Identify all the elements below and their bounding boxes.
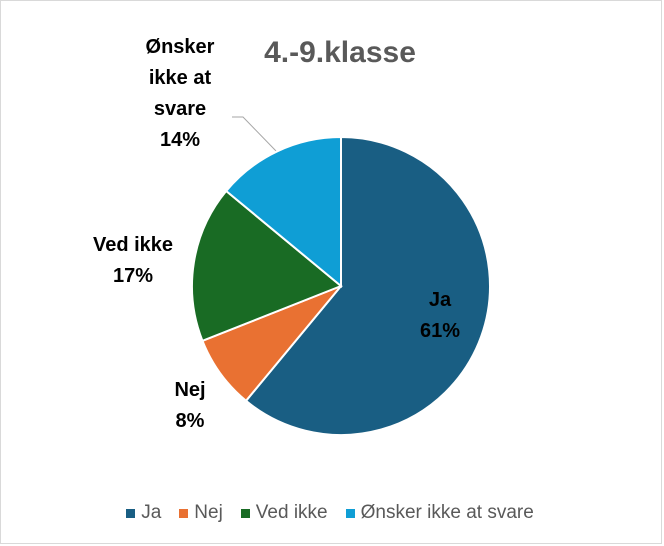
chart-title: 4.-9.klasse: [264, 36, 416, 69]
data-label: Ja 61%: [380, 285, 500, 347]
legend-swatch: [179, 508, 189, 518]
data-label: Ved ikke 17%: [63, 230, 203, 292]
data-label-value: 61%: [419, 320, 461, 342]
data-label-category: Ved ikke: [92, 234, 174, 256]
leader-line: [232, 116, 278, 153]
data-label-value: 8%: [175, 410, 205, 432]
legend-item: Ved ikke: [240, 502, 328, 524]
data-label: Ønsker ikke at svare 14%: [133, 32, 228, 156]
data-label-category: Nej: [174, 379, 206, 401]
data-label: Nej 8%: [130, 375, 250, 437]
legend: Ja Nej Ved ikke Ønsker ikke at svare: [0, 502, 660, 524]
data-label-category: Ønsker ikke at svare: [145, 36, 215, 120]
legend-swatch: [345, 508, 355, 518]
legend-item: Ja: [126, 502, 161, 524]
legend-label: Ved ikke: [255, 502, 328, 523]
pie-slice: [244, 135, 491, 436]
legend-label: Nej: [194, 502, 223, 523]
data-label-value: 14%: [159, 129, 201, 151]
data-label-category: Ja: [428, 289, 452, 311]
pie-slice: [191, 189, 343, 343]
legend-item: Nej: [179, 502, 223, 524]
legend-item: Ønsker ikke at svare: [345, 502, 534, 524]
pie-slice: [224, 135, 342, 289]
legend-swatch: [126, 508, 136, 518]
legend-label: Ja: [141, 502, 162, 523]
data-label-value: 17%: [112, 265, 154, 287]
legend-label: Ønsker ikke at svare: [360, 502, 534, 523]
legend-swatch: [240, 508, 250, 518]
